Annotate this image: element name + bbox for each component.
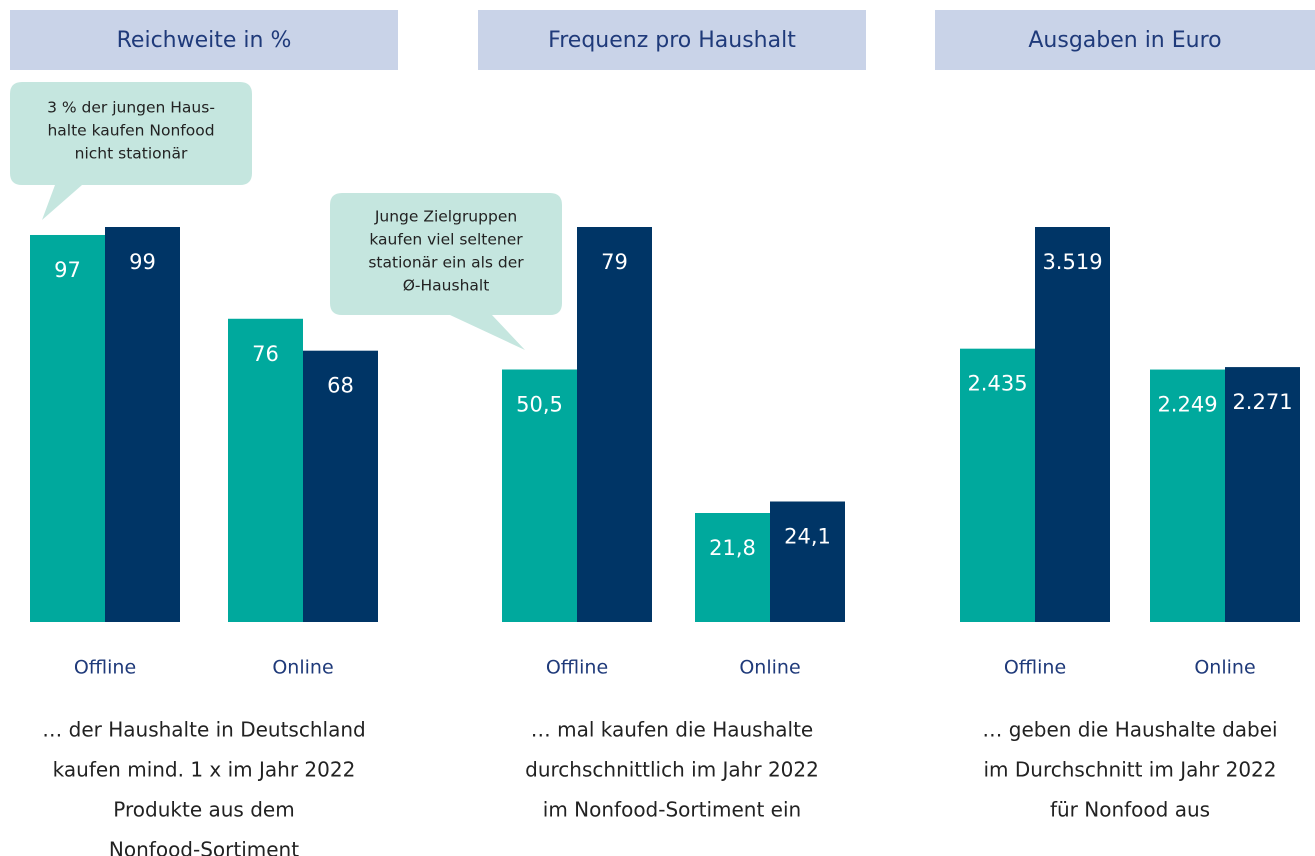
value-label: 2.271 — [1232, 390, 1292, 414]
callout-bubble — [330, 193, 562, 350]
panel-title: Ausgaben in Euro — [1028, 28, 1221, 53]
description: … mal kaufen die Haushalte — [531, 718, 814, 742]
panel-title: Frequenz pro Haushalt — [548, 28, 796, 53]
bar — [960, 348, 1035, 622]
description: für Nonfood aus — [1050, 798, 1210, 822]
bar — [228, 318, 303, 622]
description: kaufen mind. 1 x im Jahr 2022 — [53, 758, 356, 782]
value-label: 21,8 — [709, 536, 756, 560]
annotation: Ø-Haushalt — [403, 277, 490, 295]
description: Nonfood-Sortiment — [109, 838, 299, 856]
panel-title: Reichweite in % — [117, 28, 292, 53]
description: … geben die Haushalte dabei — [982, 718, 1277, 742]
bar — [30, 234, 105, 622]
description: Produkte aus dem — [113, 798, 294, 822]
bar — [1225, 367, 1300, 622]
value-label: 3.519 — [1042, 250, 1102, 274]
category-label: Online — [272, 657, 333, 679]
bar — [1150, 369, 1225, 622]
description: durchschnittlich im Jahr 2022 — [525, 758, 819, 782]
callout-bubble — [10, 82, 252, 220]
value-label: 2.249 — [1157, 393, 1217, 417]
category-label: Offline — [74, 657, 136, 679]
bar — [105, 227, 180, 622]
annotation: 3 % der jungen Haus- — [47, 99, 215, 117]
bar — [577, 227, 652, 622]
value-label: 99 — [129, 250, 156, 274]
value-label: 50,5 — [516, 393, 563, 417]
description: … der Haushalte in Deutschland — [42, 718, 365, 742]
annotation: stationär ein als der — [368, 254, 524, 272]
bar — [502, 369, 577, 622]
panel-header — [935, 10, 1315, 70]
description: im Durchschnitt im Jahr 2022 — [984, 758, 1277, 782]
value-label: 24,1 — [784, 525, 831, 549]
annotation: nicht stationär — [75, 145, 188, 163]
bar — [695, 513, 770, 622]
category-label: Offline — [546, 657, 608, 679]
value-label: 79 — [601, 250, 628, 274]
panel-header — [10, 10, 398, 70]
category-label: Offline — [1004, 657, 1066, 679]
annotation: kaufen viel seltener — [369, 231, 523, 249]
category-label: Online — [1194, 657, 1255, 679]
bar — [303, 350, 378, 622]
annotation: Junge Zielgruppen — [374, 208, 517, 226]
value-label: 68 — [327, 374, 354, 398]
value-label: 2.435 — [967, 372, 1027, 396]
value-label: 97 — [54, 258, 81, 282]
panel-header — [478, 10, 866, 70]
description: im Nonfood-Sortiment ein — [543, 798, 801, 822]
annotation: halte kaufen Nonfood — [47, 122, 214, 140]
value-label: 76 — [252, 342, 279, 366]
bar — [1035, 227, 1110, 622]
category-label: Online — [739, 657, 800, 679]
bar — [770, 501, 845, 622]
